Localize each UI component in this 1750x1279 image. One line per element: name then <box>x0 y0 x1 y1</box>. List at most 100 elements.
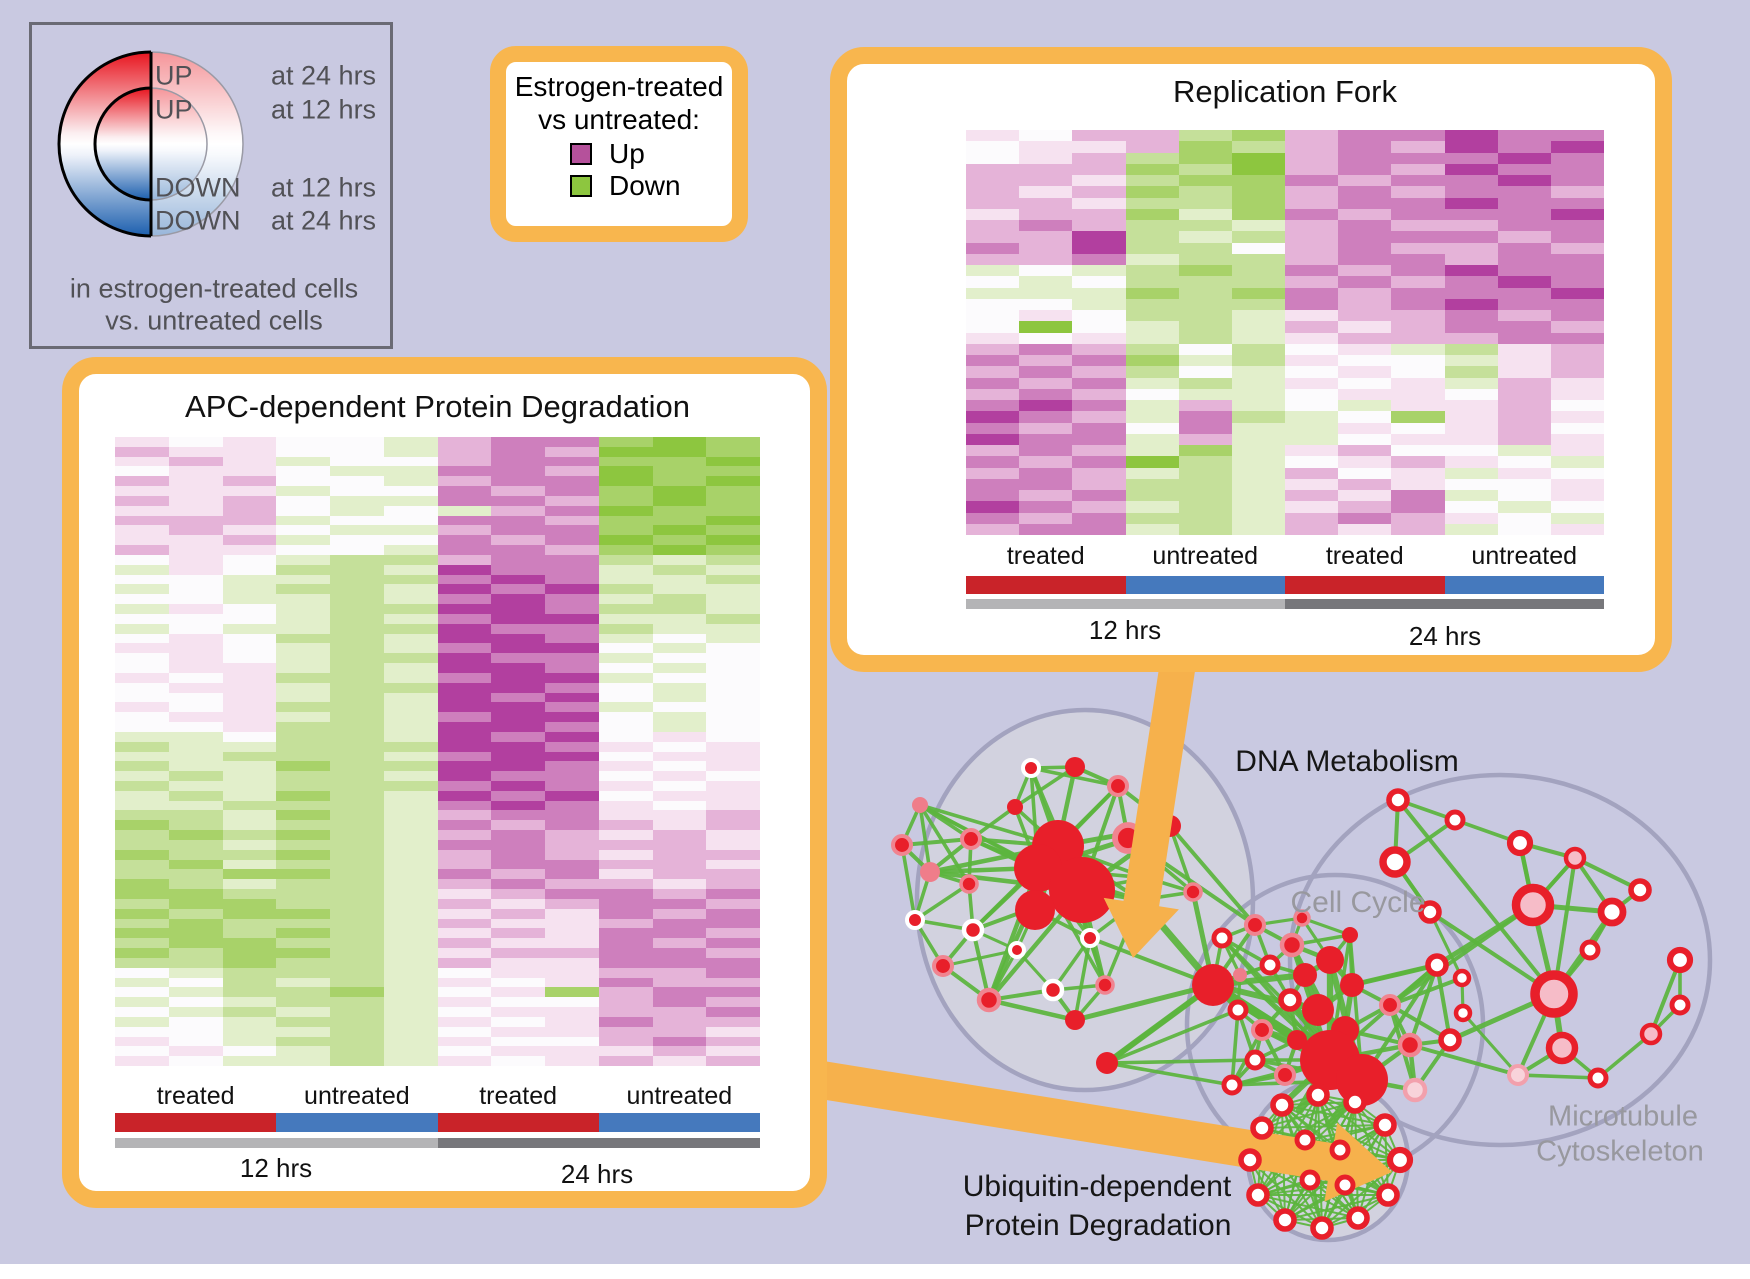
heatmap-cell <box>1178 490 1232 502</box>
heatmap-cell <box>437 604 492 614</box>
scale-caption-line1: in estrogen-treated cells <box>69 273 359 304</box>
heatmap-cell <box>966 400 1020 412</box>
heatmap-cell <box>598 967 653 978</box>
scale-legend-box: UP UP DOWN DOWN at 24 hrs at 12 hrs at 1… <box>29 22 393 349</box>
heatmap-cell <box>168 741 223 752</box>
heatmap-cell <box>1391 433 1445 445</box>
heatmap-cell <box>1019 220 1073 232</box>
heatmap-cell <box>706 889 760 899</box>
ub-node <box>1250 1116 1274 1140</box>
heatmap-cell <box>1497 265 1551 277</box>
heatmap-cell <box>330 437 384 447</box>
heatmap-cell <box>598 751 653 762</box>
heatmap-cell <box>383 672 438 683</box>
heatmap-cell <box>1019 208 1073 220</box>
heatmap-cell <box>1338 242 1392 254</box>
cc-node <box>1316 946 1344 974</box>
heatmap-cell <box>1231 163 1285 175</box>
heatmap-cell <box>598 977 653 988</box>
rf-heatmap <box>966 130 1604 535</box>
heatmap-cell <box>437 554 492 565</box>
heatmap-cell <box>491 712 545 723</box>
heatmap-cell <box>652 790 707 801</box>
heatmap-cell <box>1231 366 1285 378</box>
heatmap-cell <box>966 332 1020 344</box>
heatmap-cell <box>1444 355 1498 367</box>
heatmap-cell <box>1178 265 1232 277</box>
heatmap-cell <box>491 564 545 575</box>
heatmap-cell <box>115 653 169 664</box>
heatmap-cell <box>1072 152 1126 164</box>
heatmap-cell <box>1231 411 1285 423</box>
heatmap-cell <box>1497 130 1551 142</box>
heatmap-cell <box>168 633 223 644</box>
heatmap-cell <box>383 938 438 949</box>
heatmap-cell <box>1019 321 1073 333</box>
heatmap-cell <box>598 948 653 958</box>
network-edge <box>1427 909 1557 997</box>
heatmap-cell <box>330 839 384 850</box>
heatmap-cell <box>545 849 599 860</box>
heatmap-cell <box>1444 490 1498 502</box>
legend-row-down: Down <box>570 172 732 200</box>
mt-node <box>1579 939 1601 961</box>
heatmap-cell <box>598 653 653 664</box>
heatmap-cell <box>1019 152 1073 164</box>
heatmap-cell <box>1019 265 1073 277</box>
network-edge <box>1230 1008 1240 1087</box>
heatmap-cell <box>1550 298 1604 310</box>
network-edge <box>1388 903 1535 1007</box>
heatmap-cell <box>168 545 223 555</box>
heatmap-cell <box>1231 310 1285 322</box>
heatmap-cell <box>115 859 169 870</box>
heatmap-cell <box>1231 501 1285 513</box>
heatmap-cell <box>652 987 707 998</box>
heatmap-cell <box>168 623 223 634</box>
heatmap-cell <box>1338 501 1392 513</box>
heatmap-cell <box>966 467 1020 479</box>
heatmap-cell <box>437 584 492 595</box>
heatmap-cell <box>437 613 492 624</box>
heatmap-cell <box>598 712 653 723</box>
heatmap-cell <box>1285 388 1339 400</box>
heatmap-cell <box>276 879 330 890</box>
heatmap-cell <box>1285 321 1339 333</box>
up-swatch-icon <box>570 143 592 165</box>
heatmap-cell <box>437 456 492 467</box>
network-label-mt2: Cytoskeleton <box>1536 1135 1704 1168</box>
heatmap-cell <box>330 623 384 634</box>
network-edge <box>1461 1011 1520 1077</box>
heatmap-cell <box>276 928 330 939</box>
heatmap-cell <box>222 692 277 703</box>
heatmap-cell <box>1125 298 1179 310</box>
heatmap-cell <box>652 928 707 939</box>
heatmap-cell <box>168 613 223 624</box>
heatmap-cell <box>437 889 492 899</box>
heatmap-cell <box>437 790 492 801</box>
heatmap-cell <box>383 820 438 831</box>
ub-node <box>1246 1183 1270 1207</box>
apc-group-labels: treated untreated treated untreated <box>115 1082 760 1111</box>
heatmap-cell <box>966 422 1020 434</box>
heatmap-cell <box>1338 467 1392 479</box>
heatmap-cell <box>1019 298 1073 310</box>
heatmap-cell <box>545 997 599 1008</box>
heatmap-cell <box>1231 400 1285 412</box>
heatmap-cell <box>330 761 384 772</box>
heatmap-cell <box>222 437 277 447</box>
heatmap-cell <box>276 554 330 565</box>
heatmap-cell <box>1391 231 1445 243</box>
heatmap-cell <box>222 623 277 634</box>
heatmap-cell <box>115 741 169 752</box>
heatmap-cell <box>706 859 760 870</box>
heatmap-cell <box>491 663 545 673</box>
heatmap-cell <box>222 643 277 654</box>
heatmap-cell <box>168 466 223 477</box>
heatmap-cell <box>115 1046 169 1057</box>
heatmap-cell <box>706 869 760 880</box>
heatmap-cell <box>1178 388 1232 400</box>
heatmap-cell <box>1285 253 1339 265</box>
heatmap-cell <box>1019 253 1073 265</box>
heatmap-cell <box>222 898 277 909</box>
heatmap-cell <box>706 594 760 605</box>
